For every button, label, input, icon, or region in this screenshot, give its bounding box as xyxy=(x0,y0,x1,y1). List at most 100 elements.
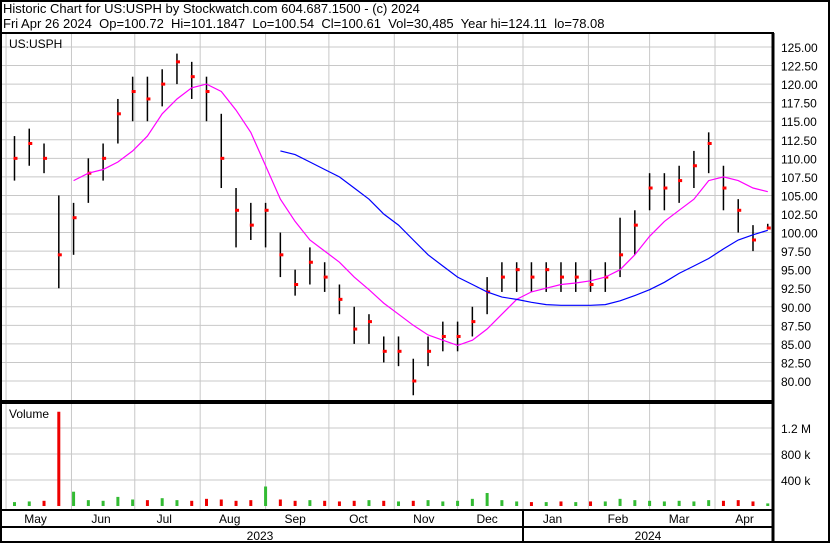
close-tick xyxy=(692,164,697,168)
month-label: May xyxy=(24,512,47,526)
volume-bar xyxy=(308,500,312,506)
volume-bar xyxy=(618,498,622,506)
volume-bar xyxy=(485,493,489,506)
volume-bar xyxy=(249,500,253,506)
close-tick xyxy=(13,156,18,160)
volume-bar xyxy=(264,486,268,506)
month-label: Sep xyxy=(284,512,306,526)
close-tick xyxy=(161,82,166,86)
price-tick-label: 80.00 xyxy=(781,375,811,389)
close-tick xyxy=(220,156,225,160)
price-tick-label: 122.50 xyxy=(781,60,818,74)
month-label: Nov xyxy=(413,512,434,526)
close-tick xyxy=(72,216,77,220)
volume-bar xyxy=(175,500,179,506)
volume-bar xyxy=(352,500,356,506)
month-label: Jun xyxy=(91,512,110,526)
month-label: Feb xyxy=(608,512,629,526)
close-tick xyxy=(559,275,564,279)
close-tick xyxy=(57,253,62,257)
price-tick-label: 100.00 xyxy=(781,227,818,241)
close-tick xyxy=(441,334,446,338)
year-label: 2023 xyxy=(247,529,274,543)
close-tick xyxy=(338,297,343,301)
close-tick xyxy=(722,186,727,190)
close-tick xyxy=(427,349,432,353)
price-tick-label: 105.00 xyxy=(781,189,818,203)
volume-bar xyxy=(574,502,578,506)
close-tick xyxy=(545,268,550,272)
close-tick xyxy=(28,141,33,145)
volume-bar xyxy=(677,500,681,506)
volume-bar xyxy=(116,496,120,506)
close-tick xyxy=(235,208,240,212)
volume-bar xyxy=(145,500,149,506)
volume-bar xyxy=(367,500,371,506)
month-label: Aug xyxy=(219,512,240,526)
volume-bar xyxy=(219,499,223,506)
volume-tick-label: 800 k xyxy=(781,448,811,462)
volume-bar xyxy=(293,500,297,506)
volume-bar xyxy=(692,501,696,506)
close-tick xyxy=(633,223,638,227)
close-tick xyxy=(397,349,402,353)
close-tick xyxy=(751,238,756,242)
price-tick-label: 90.00 xyxy=(781,301,811,315)
volume-bar xyxy=(27,501,31,506)
volume-bar xyxy=(470,498,474,506)
price-tick-label: 95.00 xyxy=(781,264,811,278)
volume-bar xyxy=(515,501,519,506)
year-label: 2024 xyxy=(635,529,662,543)
close-tick xyxy=(382,349,387,353)
moving-average-lines xyxy=(73,83,768,347)
close-tick xyxy=(589,283,594,287)
volume-panel-frame xyxy=(0,402,774,511)
volume-bar xyxy=(382,500,386,506)
volume-bar xyxy=(544,502,548,506)
close-tick xyxy=(102,156,107,160)
close-tick xyxy=(663,186,668,190)
price-bars xyxy=(13,53,771,396)
symbol-label: US:USPH xyxy=(9,37,62,51)
close-tick xyxy=(530,275,535,279)
price-tick-label: 112.50 xyxy=(781,134,817,148)
volume-bar xyxy=(101,500,105,506)
month-label: Oct xyxy=(349,512,368,526)
close-tick xyxy=(294,283,299,287)
month-label: Jul xyxy=(157,512,172,526)
volume-bar xyxy=(751,501,755,506)
close-tick xyxy=(249,223,254,227)
price-tick-label: 87.50 xyxy=(781,319,811,333)
close-tick xyxy=(279,253,284,257)
price-tick-label: 115.00 xyxy=(781,115,817,129)
volume-tick-label: 1.2 M xyxy=(781,422,811,436)
close-tick xyxy=(190,75,195,79)
price-tick-label: 92.50 xyxy=(781,282,811,296)
volume-bar xyxy=(160,498,164,506)
close-tick xyxy=(131,90,136,94)
price-tick-label: 97.50 xyxy=(781,245,811,259)
month-label: Dec xyxy=(476,512,497,526)
volume-bar xyxy=(589,501,593,506)
volume-bar xyxy=(559,501,563,506)
moving-average-ma_long xyxy=(280,150,768,306)
close-tick xyxy=(43,156,48,160)
close-tick xyxy=(323,275,328,279)
month-label: Mar xyxy=(669,512,690,526)
volume-bar xyxy=(529,502,533,506)
price-tick-label: 82.50 xyxy=(781,356,811,370)
moving-average-ma_short xyxy=(73,83,768,347)
month-label: Apr xyxy=(735,512,754,526)
volume-bar xyxy=(500,500,504,506)
price-tick-label: 110.00 xyxy=(781,152,817,166)
volume-bars xyxy=(12,411,770,506)
price-tick-label: 107.50 xyxy=(781,171,818,185)
close-tick xyxy=(412,379,417,383)
grid xyxy=(2,34,773,510)
volume-bar xyxy=(736,500,740,506)
close-tick xyxy=(264,208,269,212)
volume-bar xyxy=(603,501,607,506)
price-tick-label: 117.50 xyxy=(781,97,817,111)
